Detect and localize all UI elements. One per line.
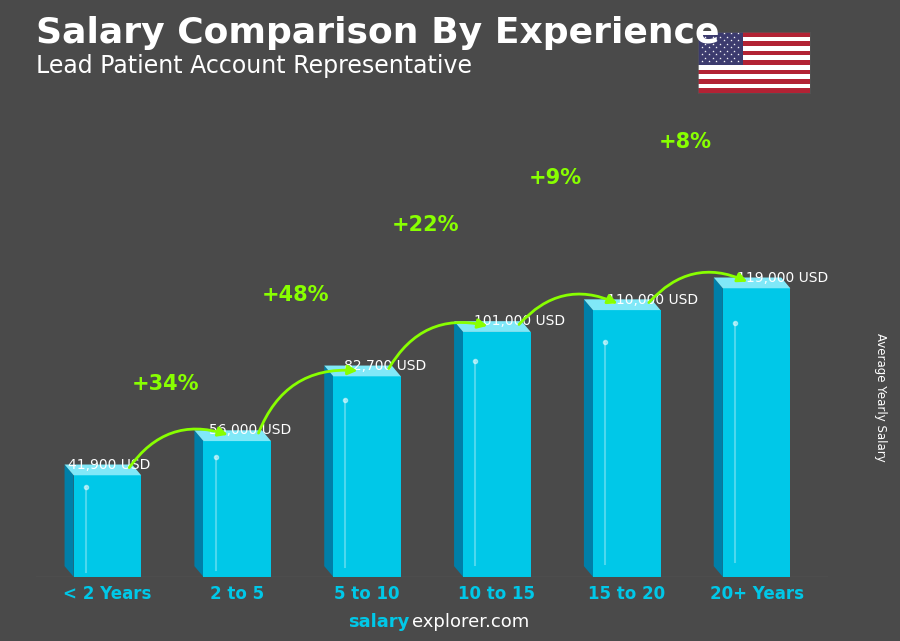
Polygon shape: [194, 430, 271, 441]
Text: +48%: +48%: [262, 285, 329, 304]
Bar: [333, 376, 400, 577]
Text: salary: salary: [348, 613, 410, 631]
Text: +22%: +22%: [392, 215, 459, 235]
Text: Lead Patient Account Representative: Lead Patient Account Representative: [36, 54, 472, 78]
Polygon shape: [454, 321, 464, 577]
Text: 119,000 USD: 119,000 USD: [737, 271, 828, 285]
Bar: [698, 65, 810, 69]
Bar: [593, 310, 661, 577]
Polygon shape: [714, 278, 790, 288]
Polygon shape: [65, 465, 74, 577]
Bar: [698, 79, 810, 83]
Text: +34%: +34%: [132, 374, 200, 394]
Polygon shape: [584, 299, 661, 310]
Text: 82,700 USD: 82,700 USD: [344, 359, 426, 372]
Polygon shape: [324, 365, 400, 376]
Bar: [698, 56, 810, 60]
Bar: [698, 46, 810, 51]
Polygon shape: [584, 299, 593, 577]
Bar: [698, 32, 742, 65]
Polygon shape: [65, 465, 141, 475]
Text: Average Yearly Salary: Average Yearly Salary: [874, 333, 886, 462]
Bar: [698, 37, 810, 42]
Polygon shape: [194, 430, 203, 577]
Polygon shape: [324, 365, 333, 577]
Bar: [723, 288, 790, 577]
Text: 56,000 USD: 56,000 USD: [209, 424, 291, 438]
Bar: [203, 441, 271, 577]
Bar: [74, 475, 141, 577]
Bar: [698, 42, 810, 46]
Bar: [698, 60, 810, 65]
Polygon shape: [454, 321, 531, 332]
Text: +9%: +9%: [529, 168, 582, 188]
Bar: [464, 332, 531, 577]
Bar: [698, 83, 810, 88]
Text: explorer.com: explorer.com: [412, 613, 529, 631]
Bar: [698, 88, 810, 93]
Text: 101,000 USD: 101,000 USD: [473, 314, 564, 328]
Bar: [698, 69, 810, 74]
Text: +8%: +8%: [659, 132, 712, 152]
Bar: [698, 74, 810, 79]
Polygon shape: [714, 278, 723, 577]
Bar: [698, 51, 810, 56]
Text: 41,900 USD: 41,900 USD: [68, 458, 151, 472]
Text: 110,000 USD: 110,000 USD: [608, 292, 698, 306]
Bar: [698, 32, 810, 37]
Text: Salary Comparison By Experience: Salary Comparison By Experience: [36, 16, 719, 50]
